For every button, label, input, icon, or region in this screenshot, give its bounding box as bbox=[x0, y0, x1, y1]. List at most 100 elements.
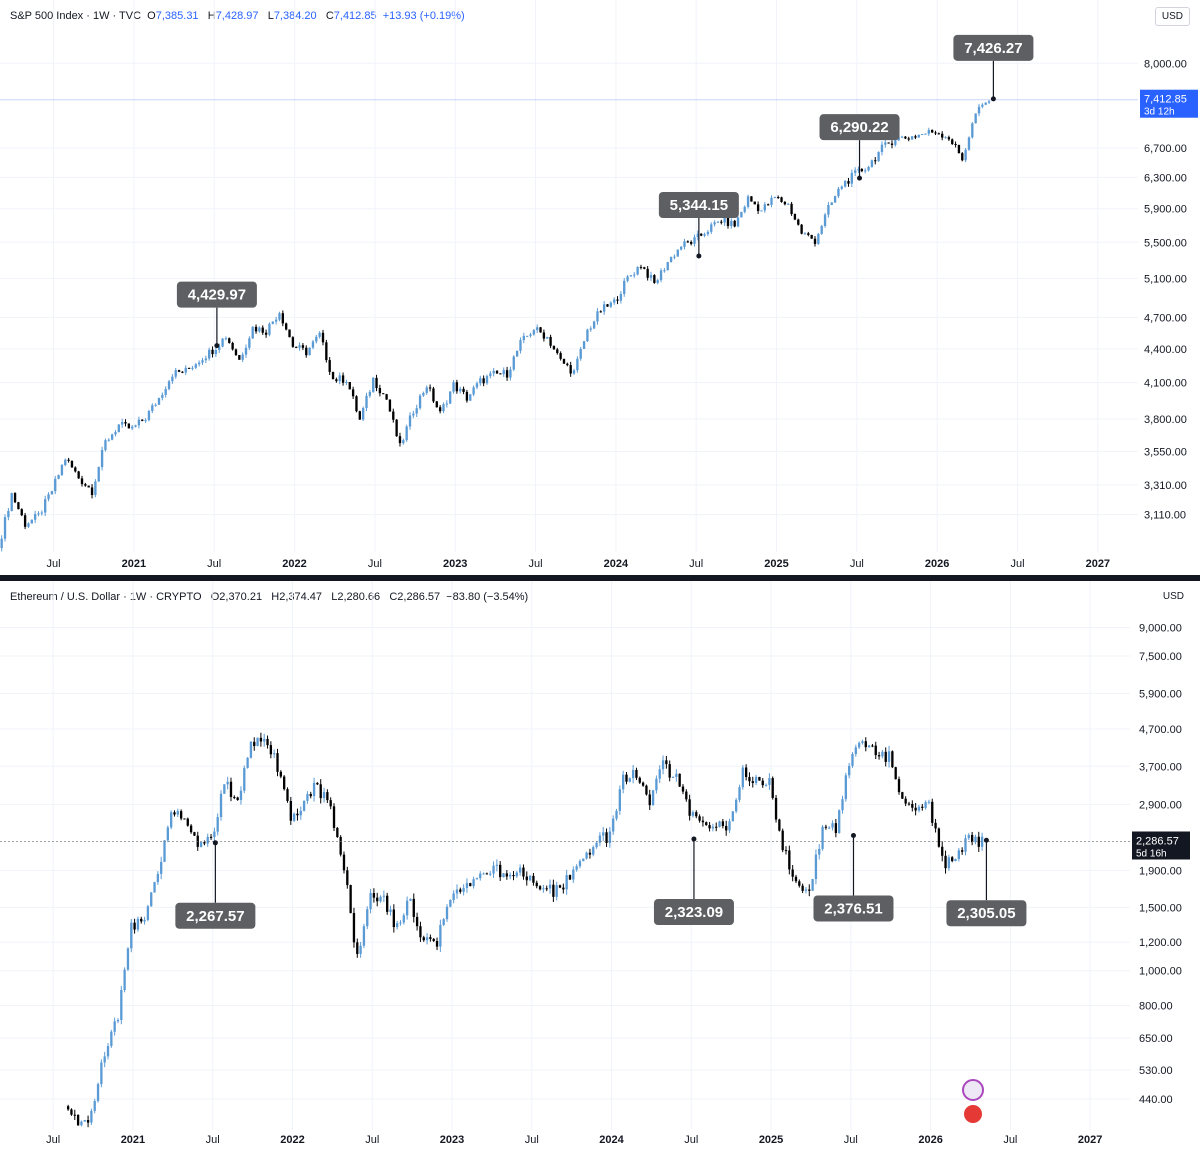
candle-body[interactable] bbox=[522, 335, 525, 341]
candle-body[interactable] bbox=[904, 798, 907, 804]
candle-body[interactable] bbox=[754, 776, 758, 783]
candle-body[interactable] bbox=[154, 404, 157, 406]
candle-body[interactable] bbox=[569, 365, 572, 374]
candle-body[interactable] bbox=[850, 172, 853, 184]
candle-body[interactable] bbox=[911, 803, 914, 808]
candle-body[interactable] bbox=[209, 836, 213, 838]
candle-body[interactable] bbox=[548, 884, 552, 889]
candle-body[interactable] bbox=[585, 852, 588, 859]
candle-body[interactable] bbox=[582, 341, 586, 349]
candle-body[interactable] bbox=[914, 136, 917, 138]
candle-body[interactable] bbox=[941, 846, 944, 856]
candle-body[interactable] bbox=[30, 519, 33, 524]
candle-body[interactable] bbox=[788, 850, 791, 870]
candle-body[interactable] bbox=[669, 257, 673, 263]
candle-body[interactable] bbox=[435, 940, 439, 947]
candle-body[interactable] bbox=[804, 889, 808, 891]
candle-body[interactable] bbox=[402, 440, 405, 444]
candle-body[interactable] bbox=[462, 887, 465, 892]
candle-body[interactable] bbox=[655, 778, 658, 791]
eth-symbol-name[interactable]: Ethereum / U.S. Dollar · 1W · CRYPTO bbox=[10, 591, 202, 603]
candle-body[interactable] bbox=[977, 836, 980, 847]
candle-body[interactable] bbox=[382, 393, 385, 395]
us-flag-icon[interactable] bbox=[962, 1103, 984, 1125]
candle-body[interactable] bbox=[67, 459, 70, 461]
candle-body[interactable] bbox=[37, 513, 40, 515]
candle-body[interactable] bbox=[678, 773, 681, 787]
candle-body[interactable] bbox=[974, 113, 977, 124]
candle-body[interactable] bbox=[696, 233, 700, 238]
candle-body[interactable] bbox=[435, 401, 438, 408]
candle-body[interactable] bbox=[40, 512, 44, 514]
spx-plot-area[interactable]: 8,000.00 6,700.00 6,300.00 5,900.00 5,500.00… bbox=[0, 0, 1200, 575]
candle-body[interactable] bbox=[589, 328, 592, 330]
candle-body[interactable] bbox=[33, 514, 37, 520]
candle-body[interactable] bbox=[502, 370, 505, 375]
candle-body[interactable] bbox=[449, 391, 452, 404]
candle-body[interactable] bbox=[780, 197, 783, 203]
candle-body[interactable] bbox=[784, 850, 788, 852]
candle-body[interactable] bbox=[931, 801, 934, 823]
candle-body[interactable] bbox=[408, 415, 412, 427]
candle-body[interactable] bbox=[638, 777, 641, 783]
candle-body[interactable] bbox=[803, 233, 807, 235]
candle-body[interactable] bbox=[171, 376, 174, 382]
candle-body[interactable] bbox=[515, 872, 518, 877]
candle-body[interactable] bbox=[372, 377, 375, 392]
candle-body[interactable] bbox=[309, 793, 312, 797]
candle-body[interactable] bbox=[761, 780, 764, 786]
candle-body[interactable] bbox=[113, 1021, 116, 1032]
candle-body[interactable] bbox=[877, 755, 881, 757]
candle-body[interactable] bbox=[824, 826, 828, 828]
candle-body[interactable] bbox=[522, 867, 525, 877]
candle-body[interactable] bbox=[763, 204, 766, 211]
candle-body[interactable] bbox=[248, 338, 251, 348]
candle-body[interactable] bbox=[432, 388, 435, 402]
candle-body[interactable] bbox=[794, 876, 798, 882]
candle-body[interactable] bbox=[107, 439, 110, 441]
candle-body[interactable] bbox=[675, 773, 678, 777]
candle-body[interactable] bbox=[296, 813, 299, 816]
candle-body[interactable] bbox=[773, 197, 777, 199]
candle-body[interactable] bbox=[651, 790, 655, 806]
candle-body[interactable] bbox=[613, 299, 616, 303]
candle-body[interactable] bbox=[579, 348, 582, 359]
candle-body[interactable] bbox=[439, 924, 442, 947]
candle-body[interactable] bbox=[76, 1114, 80, 1126]
eth-plot-area[interactable]: 9,000.00 7,500.00 5,900.00 4,700.00 3,700.00… bbox=[0, 581, 1200, 1152]
candle-body[interactable] bbox=[462, 388, 465, 392]
candle-body[interactable] bbox=[562, 887, 565, 890]
candle-body[interactable] bbox=[881, 751, 884, 757]
candle-body[interactable] bbox=[549, 336, 552, 346]
candle-body[interactable] bbox=[768, 778, 771, 785]
candle-body[interactable] bbox=[847, 181, 850, 184]
candle-body[interactable] bbox=[163, 840, 166, 862]
candle-body[interactable] bbox=[292, 813, 296, 821]
candle-body[interactable] bbox=[954, 143, 957, 145]
candle-body[interactable] bbox=[774, 797, 778, 820]
candle-body[interactable] bbox=[619, 293, 623, 301]
candle-body[interactable] bbox=[452, 382, 455, 392]
candle-body[interactable] bbox=[489, 373, 492, 377]
candle-body[interactable] bbox=[828, 827, 831, 829]
candle-body[interactable] bbox=[103, 1056, 106, 1063]
candle-body[interactable] bbox=[224, 338, 228, 340]
candle-body[interactable] bbox=[379, 896, 382, 902]
candle-body[interactable] bbox=[365, 395, 368, 409]
candle-body[interactable] bbox=[701, 820, 705, 823]
candle-body[interactable] bbox=[857, 742, 861, 748]
candle-body[interactable] bbox=[874, 160, 877, 162]
candle-body[interactable] bbox=[189, 825, 193, 833]
candle-body[interactable] bbox=[425, 387, 428, 393]
candle-body[interactable] bbox=[469, 883, 472, 887]
candle-body[interactable] bbox=[7, 511, 10, 518]
candle-body[interactable] bbox=[689, 241, 693, 244]
candle-body[interactable] bbox=[186, 818, 189, 826]
candle-body[interactable] bbox=[860, 169, 864, 172]
candle-body[interactable] bbox=[920, 134, 924, 136]
candle-body[interactable] bbox=[308, 347, 311, 356]
candle-body[interactable] bbox=[239, 790, 243, 801]
candle-body[interactable] bbox=[615, 810, 618, 819]
candle-body[interactable] bbox=[316, 782, 319, 785]
candle-body[interactable] bbox=[388, 399, 392, 412]
